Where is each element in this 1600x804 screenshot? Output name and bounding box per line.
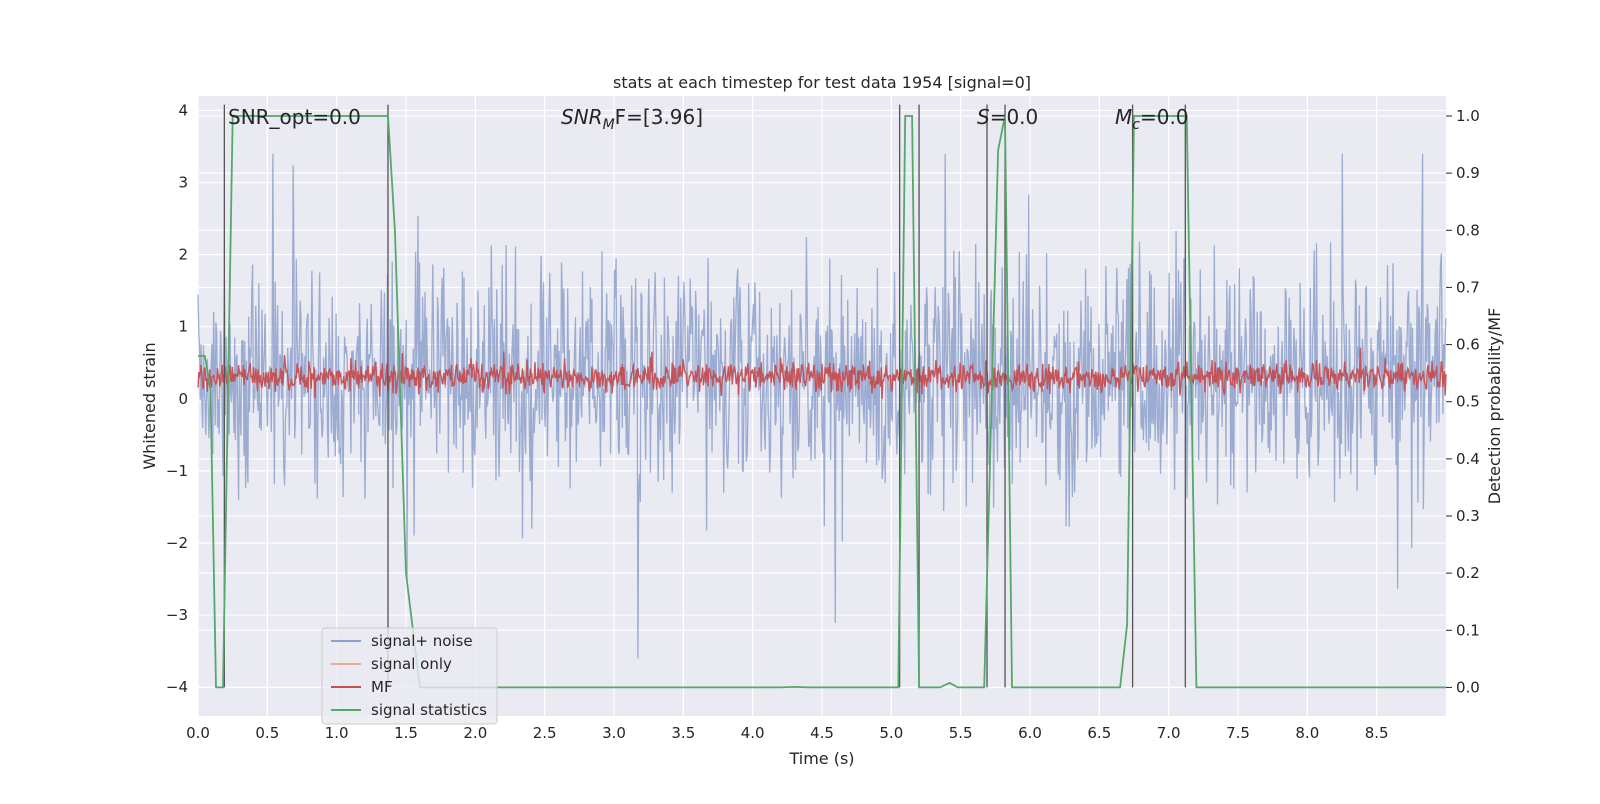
y-left-tick-label-3: 1 xyxy=(178,318,188,336)
y-right-tick-label-6: 0.4 xyxy=(1456,450,1480,468)
annotation-snr-mf: SNRMF=[3.96] xyxy=(561,105,703,133)
y-right-tick-label-1: 0.9 xyxy=(1456,164,1480,182)
y-right-tick-label-7: 0.3 xyxy=(1456,507,1480,525)
x-tick-label-5: 2.5 xyxy=(533,724,557,742)
legend-label-1: signal only xyxy=(371,655,452,673)
y-right-tick-label-3: 0.7 xyxy=(1456,278,1480,296)
annotation-s-main: S xyxy=(977,105,990,129)
x-tick-label-7: 3.5 xyxy=(671,724,695,742)
chart-title: stats at each timestep for test data 195… xyxy=(613,73,1031,92)
x-tick-label-1: 0.5 xyxy=(255,724,279,742)
x-tick-label-6: 3.0 xyxy=(602,724,626,742)
y-left-tick-label-1: 3 xyxy=(178,174,188,192)
y-axis-right-ticks: 1.0 0.9 0.8 0.7 0.6 0.5 0.4 0.3 0.2 0.1 0.0 xyxy=(1446,107,1480,696)
legend-label-2: MF xyxy=(371,678,393,696)
annotation-snr-mf-main: SNR xyxy=(561,105,603,129)
x-tick-label-14: 7.0 xyxy=(1157,724,1181,742)
legend-box xyxy=(321,627,498,725)
y-right-tick-label-9: 0.1 xyxy=(1456,621,1480,639)
y-right-tick-label-5: 0.5 xyxy=(1456,393,1480,411)
x-tick-label-12: 6.0 xyxy=(1018,724,1042,742)
y-left-tick-label-0: 4 xyxy=(178,101,188,119)
series-line-2 xyxy=(197,347,1447,399)
y-right-tick-label-8: 0.2 xyxy=(1456,564,1480,582)
y-right-tick-label-4: 0.6 xyxy=(1456,336,1480,354)
series-line-0 xyxy=(197,153,1447,659)
x-tick-label-3: 1.5 xyxy=(394,724,418,742)
y-right-tick-label-0: 1.0 xyxy=(1456,107,1480,125)
annotation-snr-opt: SNR_opt=0.0 xyxy=(228,105,361,129)
annotation-mc: Mc=0.0 xyxy=(1115,105,1189,133)
y-left-tick-label-7: −3 xyxy=(166,606,188,624)
y-left-tick-label-4: 0 xyxy=(178,390,188,408)
x-axis-ticks: 0.0 0.5 1.0 1.5 2.0 2.5 3.0 3.5 4.0 4.5 5.0 5.5 6.0 6… xyxy=(186,724,1389,742)
x-axis-label: Time (s) xyxy=(788,749,854,768)
x-tick-label-2: 1.0 xyxy=(325,724,349,742)
x-tick-label-0: 0.0 xyxy=(186,724,210,742)
annotation-mc-rest: =0.0 xyxy=(1140,105,1189,129)
legend-label-0: signal+ noise xyxy=(371,632,473,650)
y-axis-label-right: Detection probability/MF xyxy=(1485,308,1504,505)
x-tick-label-10: 5.0 xyxy=(879,724,903,742)
annotation-s-rest: =0.0 xyxy=(990,105,1039,129)
x-tick-label-16: 8.0 xyxy=(1295,724,1319,742)
y-right-tick-label-2: 0.8 xyxy=(1456,221,1480,239)
x-tick-label-8: 4.0 xyxy=(741,724,765,742)
x-tick-label-9: 4.5 xyxy=(810,724,834,742)
annotation-snr-mf-sub: M xyxy=(603,117,615,133)
y-left-tick-label-5: −1 xyxy=(166,462,188,480)
y-left-tick-label-8: −4 xyxy=(166,678,188,696)
y-axis-left-ticks: 4 3 2 1 0 −1 −2 −3 −4 xyxy=(166,101,188,696)
y-left-tick-label-6: −2 xyxy=(166,534,188,552)
legend-label-3: signal statistics xyxy=(371,701,487,719)
annotation-s: S=0.0 xyxy=(977,105,1038,129)
y-left-tick-label-2: 2 xyxy=(178,246,188,264)
x-tick-label-17: 8.5 xyxy=(1365,724,1389,742)
x-tick-label-15: 7.5 xyxy=(1226,724,1250,742)
x-tick-label-11: 5.5 xyxy=(949,724,973,742)
y-right-tick-label-10: 0.0 xyxy=(1456,678,1480,696)
annotation-snr-mf-rest: F=[3.96] xyxy=(615,105,703,129)
legend: signal+ noise signal only MF signal statist… xyxy=(321,627,498,725)
annotation-mc-main: M xyxy=(1115,105,1132,129)
signal-statistics-layer xyxy=(198,115,1446,689)
x-tick-label-4: 2.0 xyxy=(463,724,487,742)
annotation-mc-sub: c xyxy=(1132,117,1140,133)
x-tick-label-13: 6.5 xyxy=(1087,724,1111,742)
y-axis-label-left: Whitened strain xyxy=(140,342,159,469)
series-line-signal-statistics xyxy=(198,115,1446,689)
series-layer xyxy=(197,153,1447,659)
